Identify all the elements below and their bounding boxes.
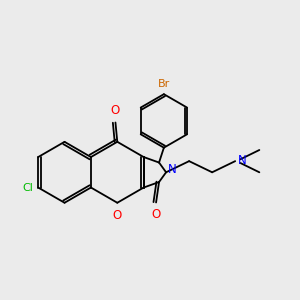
Text: Br: Br bbox=[158, 79, 170, 89]
Text: N: N bbox=[238, 154, 247, 166]
Text: O: O bbox=[152, 208, 161, 221]
Text: Cl: Cl bbox=[23, 182, 34, 193]
Text: O: O bbox=[113, 209, 122, 222]
Text: N: N bbox=[168, 163, 176, 176]
Text: O: O bbox=[111, 104, 120, 117]
